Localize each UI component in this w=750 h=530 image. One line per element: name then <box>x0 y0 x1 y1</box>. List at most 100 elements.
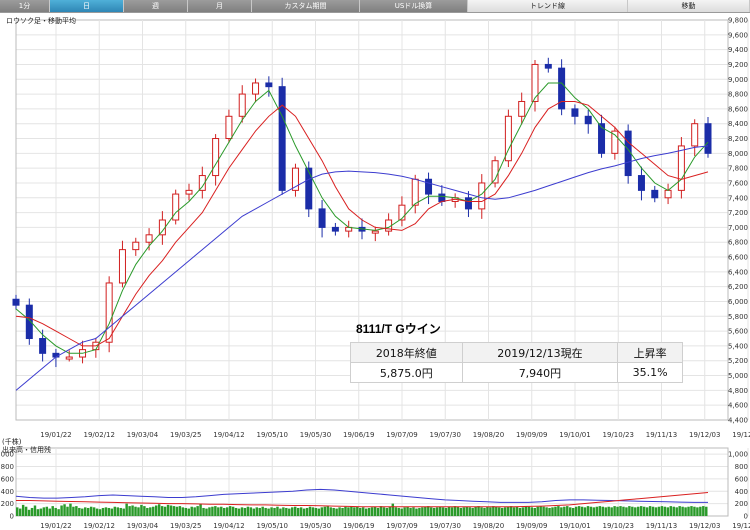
tab-usd-conversion[interactable]: USドル換算 <box>360 0 468 12</box>
volume-bar <box>187 508 190 516</box>
volume-bar <box>598 506 602 516</box>
volume-bar <box>696 507 699 516</box>
candle-down <box>464 197 472 210</box>
price-tick-label: 8,600 <box>728 105 748 113</box>
candle-down <box>425 178 433 195</box>
tab-1min[interactable]: 1分 <box>0 0 50 12</box>
volume-bar <box>595 506 599 516</box>
volume-bar <box>690 506 693 516</box>
volume-bar <box>163 506 167 516</box>
volume-bar <box>427 506 430 516</box>
volume-bar <box>196 506 199 516</box>
volume-bar <box>418 507 421 516</box>
volume-bar <box>489 507 492 516</box>
price-tick-label: 8,400 <box>728 120 748 128</box>
volume-bar <box>364 508 368 516</box>
candle-down <box>12 298 20 306</box>
volume-bar <box>157 504 161 516</box>
volume-bar <box>432 507 436 516</box>
price-x-axis: 19/01/22 19/02/12 19/03/04 19/03/25 19/04/12… <box>40 431 750 438</box>
tab-weekly[interactable]: 週 <box>124 0 188 12</box>
price-tick-label: 6,200 <box>728 283 748 291</box>
candle-up <box>132 241 140 251</box>
price-tick-label: 5,600 <box>728 328 748 336</box>
price-x-tick-label: 19/03/04 <box>127 431 159 438</box>
volume-bar <box>335 508 338 516</box>
candle-down <box>39 338 47 354</box>
volume-bar <box>95 508 99 516</box>
volume-bar <box>563 506 566 516</box>
volume-bar <box>412 507 415 516</box>
volume-bar <box>234 507 238 516</box>
candle-up <box>212 138 220 177</box>
volume-bar <box>288 508 291 516</box>
volume-bar <box>639 506 643 516</box>
volume-bar <box>184 507 188 516</box>
volume-bar <box>134 506 137 516</box>
volume-bar <box>86 507 90 516</box>
volume-bar <box>400 508 403 516</box>
volume-bar <box>619 506 622 516</box>
candle-up <box>411 178 419 206</box>
candle-down <box>305 167 313 210</box>
volume-bar <box>18 508 22 516</box>
volume-bar <box>634 507 637 516</box>
volume-bar <box>628 506 631 516</box>
volume-bar <box>438 506 442 516</box>
volume-tick-label-right: 600 <box>735 475 748 483</box>
candle-up <box>172 193 180 221</box>
price-x-tick-label: 19/07/30 <box>430 431 461 438</box>
tab-monthly[interactable]: 月 <box>188 0 252 12</box>
move-button[interactable]: 移動 <box>628 0 750 12</box>
volume-bar <box>669 506 673 516</box>
volume-bar <box>154 505 158 516</box>
volume-bar <box>113 506 117 516</box>
volume-x-tick-label: 19/03/04 <box>127 522 159 530</box>
price-plot-frame <box>15 19 729 421</box>
volume-bar <box>107 507 111 516</box>
trendline-button[interactable]: トレンド線 <box>468 0 628 12</box>
volume-bar <box>480 507 483 516</box>
candle-down <box>571 108 579 117</box>
volume-bar <box>684 507 687 516</box>
candle-down <box>637 175 645 191</box>
price-x-tick-label: 19/10/01 <box>559 431 590 438</box>
volume-bar <box>169 505 173 516</box>
volume-bar <box>471 507 474 516</box>
volume-x-tick-label: 19/07/30 <box>430 522 461 530</box>
price-tick-label: 8,800 <box>728 91 748 99</box>
volume-bar <box>613 506 616 516</box>
volume-bar <box>39 508 43 516</box>
price-tick-label: 9,000 <box>728 76 748 84</box>
volume-bar <box>527 506 531 516</box>
volume-tick-label: 200 <box>1 500 14 508</box>
volume-bar <box>474 506 477 516</box>
candle-down <box>584 115 592 125</box>
volume-bar <box>296 507 300 516</box>
volume-bar <box>276 506 279 516</box>
summary-header-row: 2018年終値 2019/12/13現在 上昇率 <box>350 342 683 363</box>
volume-bar <box>459 507 463 516</box>
candle-down <box>278 86 286 191</box>
volume-bar <box>539 506 542 516</box>
tab-custom-period[interactable]: カスタム期間 <box>252 0 360 12</box>
candle-up <box>478 182 486 210</box>
volume-tick-label-right: 800 <box>735 463 748 471</box>
volume-bar <box>282 507 285 516</box>
volume-bar <box>178 506 182 516</box>
volume-bar <box>645 507 649 516</box>
volume-bar <box>495 506 498 516</box>
price-x-tick-label: 19/01/22 <box>40 431 71 438</box>
volume-bar <box>240 507 244 516</box>
volume-tick-label-right: 1,000 <box>728 451 748 459</box>
price-x-tick-label: 19/09/09 <box>516 431 547 438</box>
volume-bar <box>101 507 105 516</box>
candle-down <box>331 226 339 232</box>
volume-unit-label: (千株) <box>2 438 22 446</box>
volume-bar <box>571 507 575 516</box>
volume-bar <box>323 506 327 516</box>
volume-bar <box>512 507 516 516</box>
volume-bar <box>607 506 610 516</box>
tab-daily[interactable]: 日 <box>50 0 124 12</box>
volume-bar <box>648 506 652 516</box>
